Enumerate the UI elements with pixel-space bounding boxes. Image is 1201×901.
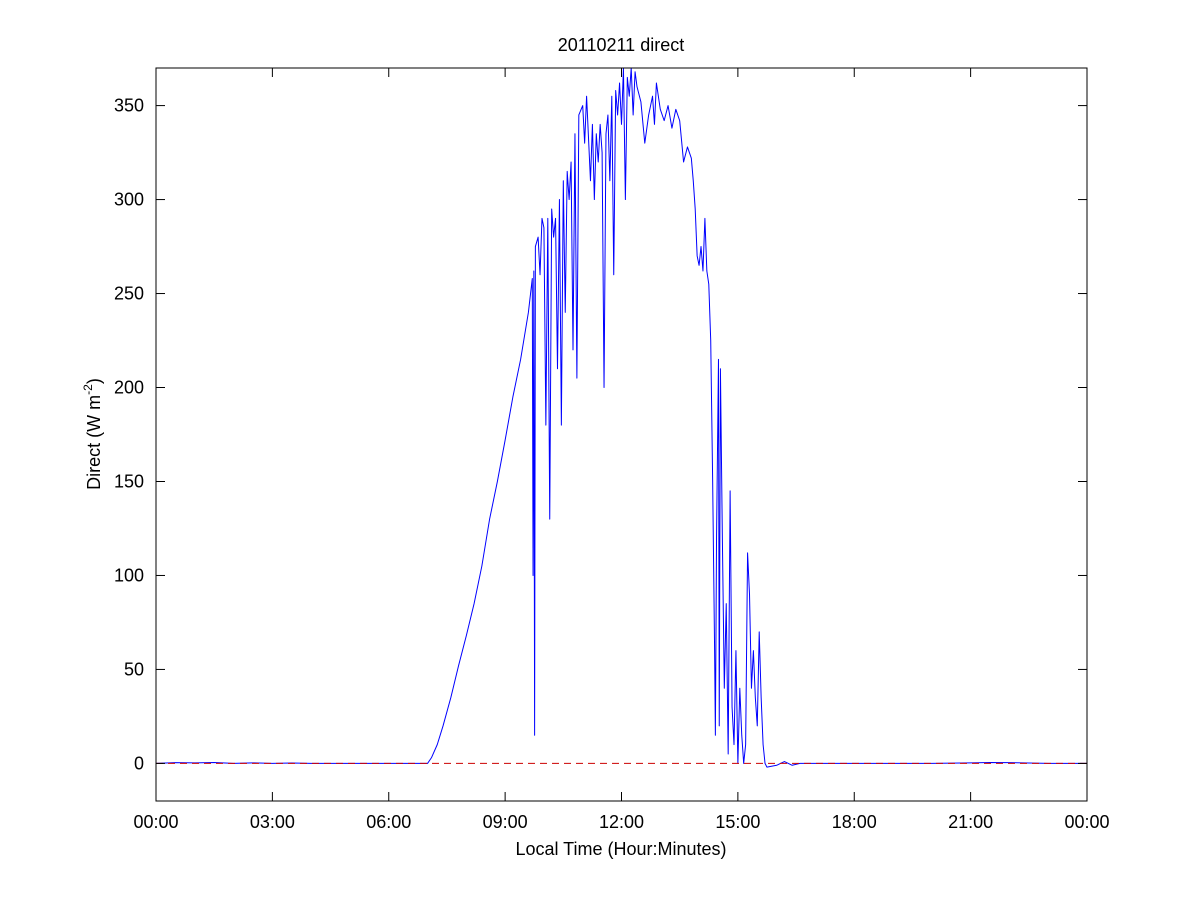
y-axis-label-suffix: )	[84, 378, 104, 384]
x-tick-label: 21:00	[948, 812, 993, 832]
x-tick-label: 09:00	[483, 812, 528, 832]
x-tick-label: 15:00	[715, 812, 760, 832]
direct-irradiance-line	[155, 67, 1087, 768]
y-axis-label-superscript: -2	[81, 384, 95, 395]
y-axis-label: Direct (W m-2)	[81, 378, 104, 490]
y-tick-label: 250	[114, 284, 144, 304]
y-tick-label: 350	[114, 96, 144, 116]
x-tick-label: 06:00	[366, 812, 411, 832]
plot-area	[156, 68, 1087, 801]
x-tick-label: 12:00	[599, 812, 644, 832]
y-tick-label: 50	[124, 659, 144, 679]
y-tick-label: 200	[114, 378, 144, 398]
y-tick-label: 150	[114, 471, 144, 491]
x-axis-label: Local Time (Hour:Minutes)	[515, 839, 726, 859]
x-tick-label: 18:00	[832, 812, 877, 832]
tick-layer: 00:00 03:00 06:00 09:00 12:00 15:00 18:00 21:00…	[114, 68, 1110, 832]
series-layer	[155, 67, 1087, 768]
plot-frame	[155, 67, 1088, 802]
x-tick-label: 03:00	[250, 812, 295, 832]
x-tick-label: 00:00	[1064, 812, 1109, 832]
chart-title: 20110211 direct	[558, 35, 684, 55]
y-axis-label-prefix: Direct (W m	[84, 395, 104, 490]
y-tick-label: 100	[114, 565, 144, 585]
y-tick-label: 0	[134, 753, 144, 773]
y-tick-label: 300	[114, 190, 144, 210]
x-tick-label: 00:00	[133, 812, 178, 832]
